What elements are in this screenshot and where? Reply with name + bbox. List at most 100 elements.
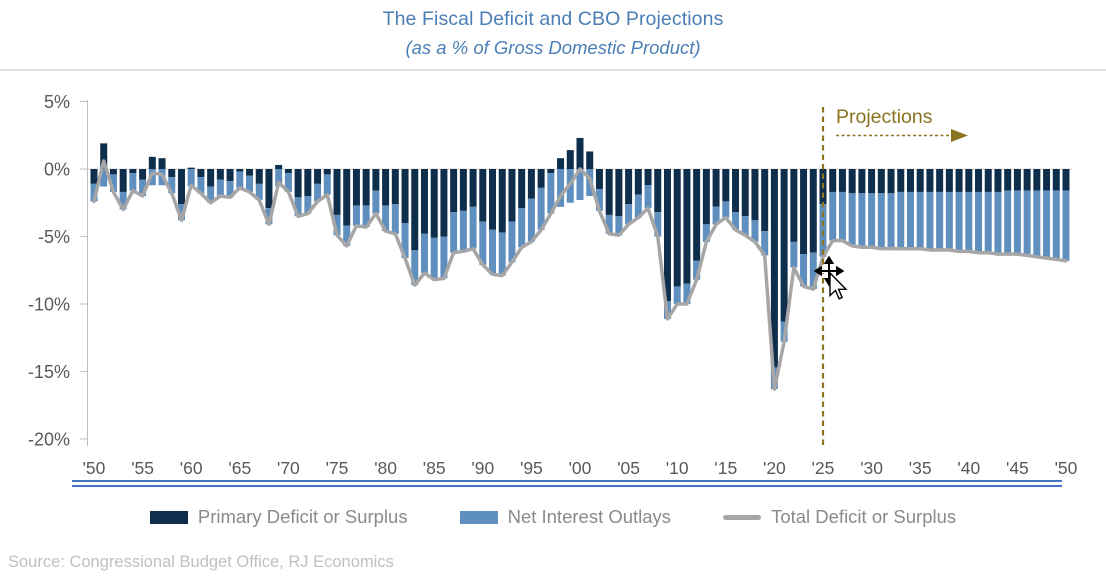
projections-label: Projections — [836, 106, 933, 128]
bar-net-interest — [372, 190, 380, 214]
bar-net-interest — [469, 206, 477, 249]
bar-net-interest — [284, 173, 292, 192]
bar-primary — [897, 169, 905, 192]
bar-primary — [634, 169, 642, 195]
bar-primary — [595, 169, 603, 190]
bar-net-interest — [489, 229, 497, 275]
bar-primary — [420, 169, 428, 234]
x-tick-label: '80 — [374, 458, 397, 478]
bar-primary — [352, 169, 360, 206]
bar-net-interest — [595, 189, 603, 211]
bar-net-interest — [975, 191, 983, 253]
bar-primary — [168, 169, 176, 178]
bar-primary — [187, 167, 195, 169]
bar-primary — [975, 169, 983, 192]
bar-net-interest — [265, 208, 273, 225]
bar-primary — [343, 169, 351, 226]
bar-primary — [479, 169, 487, 222]
bar-primary — [372, 169, 380, 191]
bar-primary — [858, 169, 866, 194]
bar-primary — [139, 169, 147, 180]
bar-primary — [109, 169, 117, 175]
x-tick-label: '60 — [180, 458, 203, 478]
bar-net-interest — [877, 193, 885, 249]
bar-primary — [683, 169, 691, 284]
bar-primary — [1033, 169, 1041, 191]
bar-net-interest — [168, 177, 176, 194]
bar-primary — [547, 169, 555, 174]
bar-primary — [722, 169, 730, 202]
legend-label: Total Deficit or Surplus — [771, 506, 957, 527]
bar-net-interest — [673, 286, 681, 304]
bar-primary — [498, 169, 506, 233]
bar-net-interest — [352, 205, 360, 226]
bar-net-interest — [654, 212, 662, 237]
x-tick-label: '95 — [520, 458, 543, 478]
bar-primary — [1023, 169, 1031, 191]
y-tick-label: -15% — [28, 362, 70, 382]
bar-net-interest — [459, 210, 467, 252]
bar-primary — [566, 150, 574, 169]
bar-net-interest — [858, 193, 866, 248]
bar-primary — [790, 169, 798, 242]
bar-primary — [586, 151, 594, 169]
bar-net-interest — [809, 252, 817, 290]
x-tick-label: '50 — [1055, 458, 1078, 478]
bar-primary — [809, 169, 817, 253]
bar-primary — [401, 169, 409, 223]
bar-primary — [489, 169, 497, 230]
x-tick-label: '75 — [326, 458, 349, 478]
bar-net-interest — [207, 186, 215, 203]
bar-primary — [829, 169, 837, 192]
bar-primary — [838, 169, 846, 192]
bar-primary — [226, 169, 234, 182]
bar-primary — [236, 169, 244, 172]
bar-primary — [275, 164, 283, 169]
bar-primary — [265, 169, 273, 209]
bar-net-interest — [644, 185, 652, 209]
bars-layer — [90, 137, 1070, 390]
bar-primary — [440, 169, 448, 237]
bar-net-interest — [916, 191, 924, 249]
legend-item-net-interest: Net Interest Outlays — [459, 506, 671, 528]
bar-net-interest — [119, 191, 127, 210]
bar-primary — [1052, 169, 1060, 191]
bar-net-interest — [139, 179, 147, 196]
x-tick-label: '55 — [131, 458, 154, 478]
bar-net-interest — [702, 224, 710, 242]
bar-net-interest — [333, 214, 341, 236]
bar-net-interest — [391, 204, 399, 234]
bar-primary — [877, 169, 885, 194]
bar-primary — [605, 169, 613, 215]
bar-net-interest — [838, 191, 846, 241]
bar-primary — [391, 169, 399, 205]
bar-primary — [1004, 169, 1012, 191]
bar-primary — [255, 169, 263, 184]
bar-net-interest — [547, 173, 555, 214]
x-tick-label: '50 — [83, 458, 106, 478]
bar-primary — [741, 169, 749, 217]
bar-primary — [916, 169, 924, 192]
bar-primary — [382, 169, 390, 206]
bar-primary — [702, 169, 710, 225]
bar-net-interest — [1013, 190, 1021, 255]
bar-net-interest — [683, 283, 691, 304]
bar-net-interest — [965, 191, 973, 252]
bar-primary — [459, 169, 467, 211]
bar-primary — [333, 169, 341, 215]
legend-item-total-deficit: Total Deficit or Surplus — [723, 506, 956, 528]
y-tick-label: -10% — [28, 295, 70, 315]
total-line-swatch-icon — [723, 514, 762, 520]
bar-primary — [411, 169, 419, 250]
bar-net-interest — [887, 193, 895, 249]
bar-primary — [508, 169, 516, 222]
bar-net-interest — [275, 169, 283, 187]
bar-net-interest — [246, 175, 254, 192]
bar-primary — [100, 143, 108, 169]
bar-primary — [965, 169, 973, 192]
bar-net-interest — [216, 179, 224, 196]
bar-primary — [887, 169, 895, 194]
bar-primary — [284, 169, 292, 174]
bar-net-interest — [1023, 190, 1031, 256]
